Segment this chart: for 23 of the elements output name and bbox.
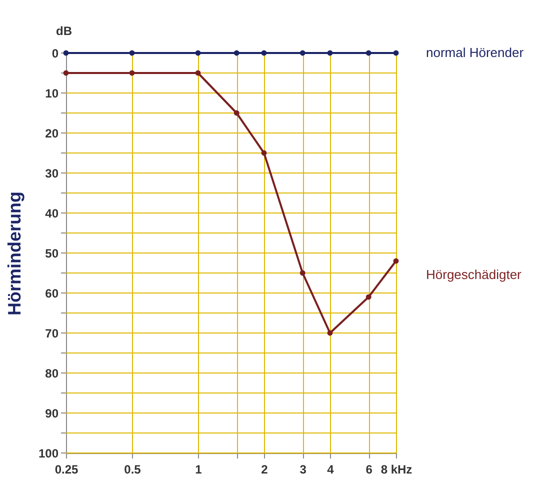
y-tick-label: 100 [38, 446, 59, 460]
y-tick-label: 0 [52, 46, 59, 60]
x-tick-label: 2 [261, 462, 268, 476]
y-tick-label: 20 [45, 126, 59, 140]
y-tick-label: 80 [45, 366, 59, 380]
x-tick-label: 3 [300, 462, 307, 476]
text: dB [56, 24, 72, 38]
y-tick-label: 70 [45, 326, 59, 340]
y-tick-label: 50 [45, 246, 59, 260]
y-tick-label: 40 [45, 206, 59, 220]
y-tick-label: 30 [45, 166, 59, 180]
y-tick-label: 10 [45, 86, 59, 100]
y-axis-title: Hörminderung [4, 192, 24, 316]
text: normal Hörender [426, 45, 524, 60]
x-tick-label: 6 [366, 462, 373, 476]
x-tick-label: 0.5 [124, 462, 142, 476]
x-tick-label: 4 [327, 462, 334, 476]
y-tick-label: 90 [45, 406, 59, 420]
y-tick-label: 60 [45, 286, 59, 300]
x-tick-label: 0.25 [54, 462, 78, 476]
text: Hörgeschädigter [426, 267, 522, 282]
x-tick-label: 1 [195, 462, 202, 476]
x-tick-label: 8 kHz [380, 462, 412, 476]
